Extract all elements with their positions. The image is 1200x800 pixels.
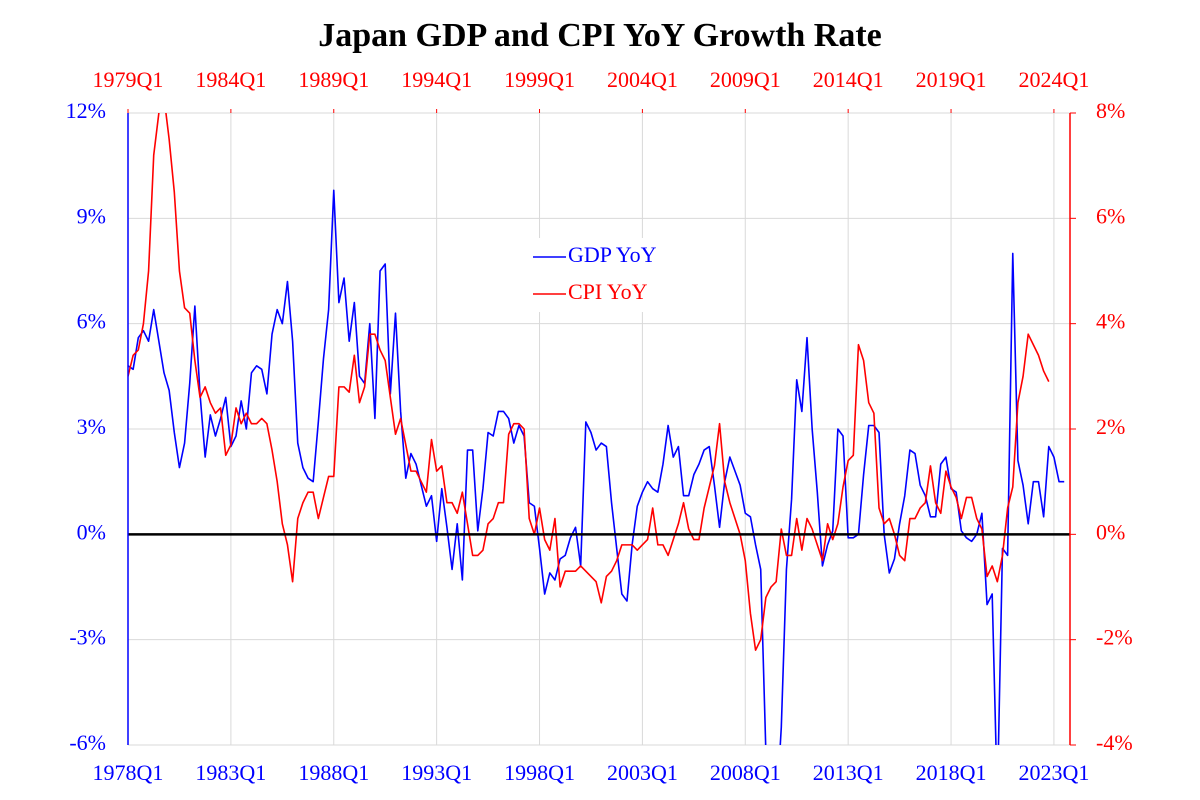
x-tick-label: 2023Q1 <box>1018 760 1089 785</box>
x2-tick-label: 1989Q1 <box>298 67 369 92</box>
chart-title: Japan GDP and CPI YoY Growth Rate <box>318 17 882 54</box>
x-tick-label: 2003Q1 <box>607 760 678 785</box>
legend: GDP YoY CPI YoY <box>528 238 678 312</box>
x-tick-label: 1983Q1 <box>195 760 266 785</box>
y2-tick-label: 6% <box>1096 203 1125 228</box>
x2-tick-label: 2004Q1 <box>607 67 678 92</box>
grid <box>127 112 1070 746</box>
x-tick-label: 1998Q1 <box>504 760 575 785</box>
x2-tick-label: 2014Q1 <box>813 67 884 92</box>
y2-tick-label: 8% <box>1096 98 1125 123</box>
x-tick-label: 2008Q1 <box>710 760 781 785</box>
y-tick-label: -3% <box>69 625 106 650</box>
y-tick-label: 0% <box>77 519 106 544</box>
axes: -6% -3% 0% 3% 6% 9% 12% -4% -2% 0% 2% 4% 6% 8% 1978Q1 1… <box>66 67 1133 785</box>
y-tick-label: -6% <box>69 730 106 755</box>
x-tick-label: 1988Q1 <box>298 760 369 785</box>
x2-tick-label: 2024Q1 <box>1018 67 1089 92</box>
series-line <box>128 189 1065 745</box>
legend-box <box>528 238 678 312</box>
x2-tick-label: 1984Q1 <box>195 67 266 92</box>
x-tick-label: 1993Q1 <box>401 760 472 785</box>
legend-label: GDP YoY <box>568 242 657 267</box>
y2-tick-label: 0% <box>1096 519 1125 544</box>
x2-tick-label: 1979Q1 <box>93 67 164 92</box>
y-tick-label: 3% <box>77 414 106 439</box>
y2-tick-label: 4% <box>1096 309 1125 334</box>
x2-tick-label: 1994Q1 <box>401 67 472 92</box>
y2-tick-label: 2% <box>1096 414 1125 439</box>
y2-tick-label: -2% <box>1096 625 1133 650</box>
y2-tick-label: -4% <box>1096 730 1133 755</box>
y-tick-label: 12% <box>66 98 106 123</box>
x-tick-label: 2013Q1 <box>813 760 884 785</box>
y-tick-label: 6% <box>77 309 106 334</box>
x-tick-label: 1978Q1 <box>93 760 164 785</box>
x2-tick-label: 1999Q1 <box>504 67 575 92</box>
series-line <box>128 113 1050 651</box>
x-tick-label: 2018Q1 <box>916 760 987 785</box>
plot-lines <box>128 113 1065 745</box>
x2-tick-label: 2019Q1 <box>916 67 987 92</box>
y-tick-label: 9% <box>77 203 106 228</box>
x2-tick-label: 2009Q1 <box>710 67 781 92</box>
legend-label: CPI YoY <box>568 279 648 304</box>
